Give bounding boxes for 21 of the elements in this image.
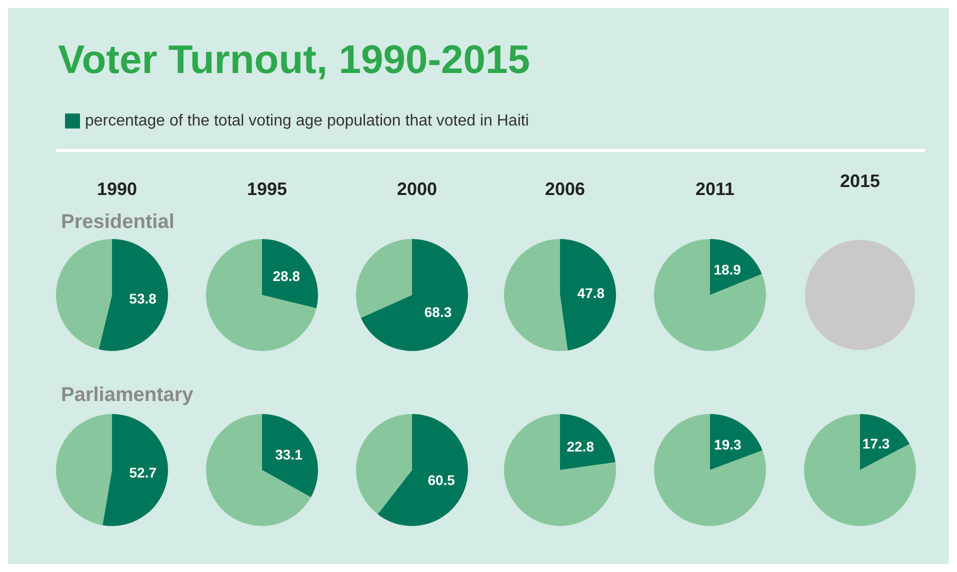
- text: Presidential: [61, 211, 174, 233]
- data-label: 19.3: [714, 436, 742, 453]
- text: 1990: [96, 179, 138, 199]
- data-label: 47.8: [577, 284, 605, 301]
- chart-title: 2006: [544, 179, 586, 199]
- data-label: 68.3: [424, 304, 452, 320]
- chart-title: 1995: [246, 179, 288, 199]
- data-label: 22.8: [566, 438, 594, 455]
- data-label: 53.8: [129, 290, 157, 307]
- data-label: 17.3: [862, 435, 890, 452]
- legend-label: percentage of the total voting age population that voted in Haiti: [85, 112, 529, 130]
- chart-title: Parliamentary: [61, 384, 194, 406]
- data-label: 18.9: [714, 261, 742, 278]
- text: Voter Turnout, 1990-2015: [58, 38, 530, 83]
- data-label: 60.5: [428, 472, 456, 488]
- data-label: 33.1: [275, 446, 303, 462]
- data-label: 52.7: [129, 464, 157, 481]
- data-label: 28.8: [272, 268, 300, 284]
- chart-title: 2011: [695, 179, 735, 199]
- chart-title: 2000: [396, 179, 438, 199]
- text: 2015: [838, 171, 882, 192]
